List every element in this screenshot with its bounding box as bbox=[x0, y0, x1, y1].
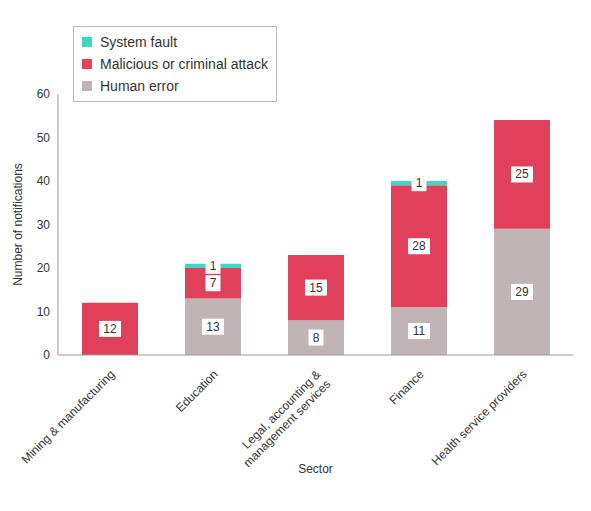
svg-text:13: 13 bbox=[206, 320, 220, 334]
svg-text:Sector: Sector bbox=[298, 462, 333, 476]
svg-text:Mining & manufacturing: Mining & manufacturing bbox=[19, 367, 118, 466]
html-text:Human error: Human error bbox=[100, 78, 179, 94]
svg-text:Legal, accounting &management: Legal, accounting &management services bbox=[231, 367, 334, 470]
svg-text:60: 60 bbox=[37, 87, 51, 101]
svg-text:15: 15 bbox=[309, 281, 323, 295]
svg-text:Number of notifications: Number of notifications bbox=[11, 163, 25, 286]
svg-text:1: 1 bbox=[416, 176, 423, 190]
svg-text:29: 29 bbox=[515, 285, 529, 299]
html-text:System fault: System fault bbox=[100, 34, 177, 50]
svg-text:11: 11 bbox=[413, 324, 426, 338]
svg-text:Finance: Finance bbox=[387, 367, 427, 407]
svg-text:0: 0 bbox=[43, 348, 50, 362]
svg-text:10: 10 bbox=[37, 305, 51, 319]
html-text:Malicious or criminal attack: Malicious or criminal attack bbox=[100, 56, 269, 72]
svg-text:7: 7 bbox=[210, 276, 217, 290]
svg-text:40: 40 bbox=[37, 174, 51, 188]
svg-text:50: 50 bbox=[37, 131, 51, 145]
svg-text:25: 25 bbox=[515, 167, 529, 181]
svg-text:20: 20 bbox=[37, 261, 51, 275]
svg-text:Health service providers: Health service providers bbox=[429, 367, 530, 468]
svg-text:1: 1 bbox=[210, 259, 217, 273]
svg-text:28: 28 bbox=[412, 239, 426, 253]
svg-text:Education: Education bbox=[173, 367, 221, 415]
svg-text:30: 30 bbox=[37, 218, 51, 232]
svg-text:8: 8 bbox=[313, 331, 320, 345]
svg-text:12: 12 bbox=[103, 322, 117, 336]
